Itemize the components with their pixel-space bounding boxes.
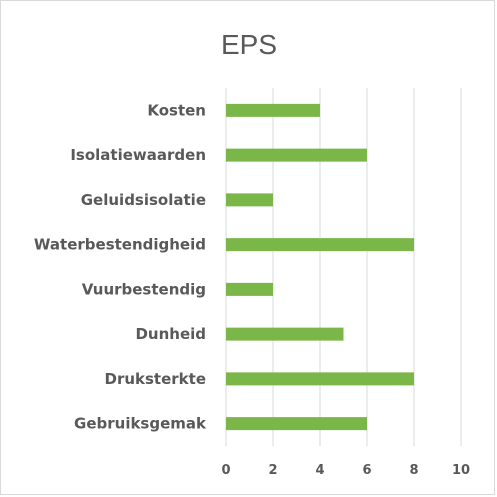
category-labels: Kosten Isolatiewaarden Geluidsisolatie Wate…: [34, 101, 207, 432]
category-label: Gebruiksgemak: [74, 415, 207, 433]
x-tick-labels: 0 2 4 6 8 10: [221, 463, 470, 478]
gridlines: [225, 88, 462, 446]
bar-geluidsisolatie: [226, 193, 273, 207]
bar-gebruiksgemak: [226, 417, 367, 431]
x-tick-label: 4: [315, 463, 324, 478]
x-tick-label: 2: [268, 463, 277, 478]
x-tick-label: 10: [452, 463, 470, 478]
x-tick-label: 8: [409, 463, 418, 478]
bar-kosten: [226, 103, 320, 117]
category-label: Waterbestendigheid: [34, 236, 206, 254]
category-label: Druksterkte: [105, 370, 207, 388]
bar-druksterkte: [226, 372, 414, 386]
bar-isolatiewaarden: [226, 148, 367, 162]
x-tick-label: 0: [221, 463, 230, 478]
category-label: Dunheid: [135, 325, 206, 343]
category-label: Isolatiewaarden: [70, 146, 206, 164]
category-label: Geluidsisolatie: [81, 191, 206, 209]
x-tick-label: 6: [362, 463, 371, 478]
bar-waterbestendigheid: [226, 238, 414, 252]
category-label: Kosten: [147, 101, 206, 119]
bar-dunheid: [226, 327, 344, 341]
chart-title: EPS: [221, 29, 277, 60]
bars: [226, 103, 414, 431]
bar-vuurbestendig: [226, 282, 273, 296]
category-label: Vuurbestendig: [82, 280, 206, 298]
